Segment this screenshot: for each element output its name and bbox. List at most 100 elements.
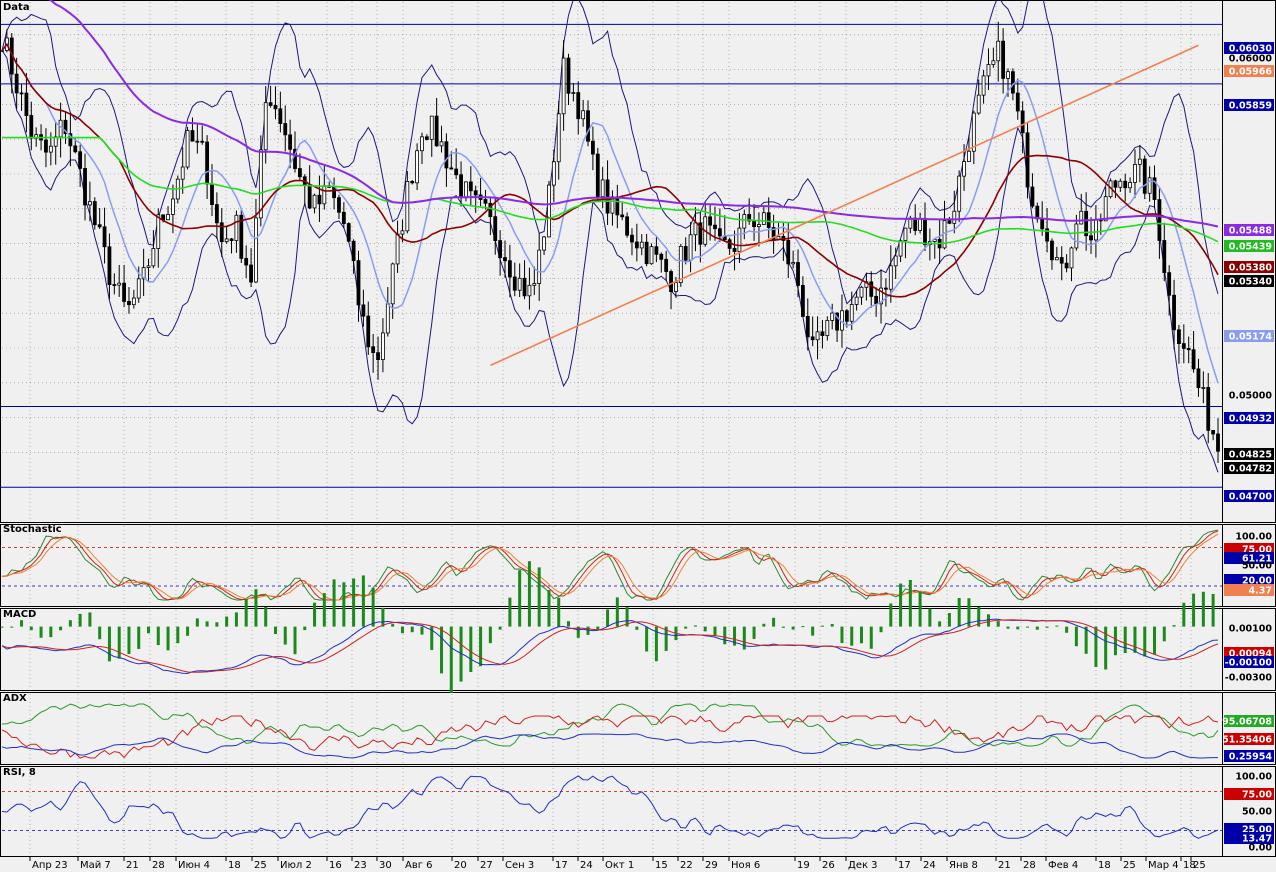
candle-body <box>595 153 600 197</box>
price-tag-label: 0.04932 <box>1229 414 1272 425</box>
candle-body <box>1089 235 1093 241</box>
x-axis-date-label: Сен 3 <box>505 860 534 871</box>
candle-body <box>1045 228 1049 242</box>
x-axis-date-label: 19 <box>797 860 810 871</box>
candle-body <box>1186 348 1191 351</box>
candle-body <box>551 161 556 186</box>
candle-body <box>1211 430 1216 435</box>
candle-body <box>234 214 239 242</box>
candle-body <box>317 194 322 205</box>
macd-histogram-bar <box>186 626 190 636</box>
candle-body <box>967 150 971 162</box>
price-tag-bg <box>1224 42 1274 54</box>
candle-body <box>1001 40 1006 79</box>
candle-body <box>483 199 488 204</box>
candle-body <box>307 184 312 209</box>
candle-body <box>48 145 53 153</box>
price-tag: 0.04782 <box>1224 462 1274 475</box>
bollinger-upper-band <box>1 0 1219 305</box>
macd-histogram-bar <box>205 621 209 627</box>
candle-body <box>1123 180 1128 189</box>
macd-histogram-bar <box>635 626 639 630</box>
candle-body <box>156 214 161 249</box>
price-tag-label: 0.05488 <box>1229 226 1273 237</box>
indicator-tag-bg <box>1224 656 1274 668</box>
candle-body <box>449 167 454 170</box>
macd-histogram-bar <box>469 626 473 673</box>
indicator-tag: 50.00 <box>1242 807 1272 818</box>
macd-histogram-bar <box>860 626 864 644</box>
price-tag: 0.05966 <box>1224 65 1274 78</box>
candle-body <box>1181 343 1186 349</box>
candle-body <box>381 332 385 360</box>
candle-body <box>244 257 249 266</box>
candle-body <box>68 133 73 147</box>
candle-body <box>844 310 849 322</box>
macd-histogram-bar <box>899 583 903 627</box>
price-tag: 0.04932 <box>1224 412 1274 425</box>
indicator-tag: 50.00 <box>1242 561 1272 572</box>
candle-body <box>810 336 815 341</box>
macd-histogram-bar <box>215 622 219 627</box>
candle-body <box>278 108 283 124</box>
indicator-tag: 20.00 <box>1224 574 1274 587</box>
indicator-tag-bg <box>1224 832 1274 844</box>
macd-histogram-bar <box>1143 626 1147 657</box>
macd-histogram-bar <box>645 626 649 652</box>
candle-body <box>644 241 649 265</box>
macd-histogram-bar <box>1094 626 1098 667</box>
candle-body <box>674 282 678 292</box>
candle-body <box>683 246 688 261</box>
candle-body <box>859 286 864 298</box>
macd-histogram-bar <box>1055 625 1059 627</box>
price-tag-label: 0.04782 <box>1229 464 1272 475</box>
candle-body <box>825 320 830 336</box>
candle-body <box>1152 177 1157 200</box>
price-tag: 0.05340 <box>1224 275 1274 288</box>
x-axis-date-label: 17 <box>555 860 568 871</box>
candle-body <box>903 227 908 242</box>
macd-histogram-bar <box>801 626 805 628</box>
candle-body <box>952 210 957 224</box>
price-tag-bg <box>1224 65 1274 77</box>
candle-body <box>962 161 966 177</box>
candle-body <box>219 222 224 243</box>
candle-body <box>522 277 527 297</box>
indicator-tag: -0.00100 <box>1224 656 1274 669</box>
candle-body <box>312 194 317 209</box>
x-axis-date-label: 16 <box>329 860 342 871</box>
macd-histogram-bar <box>1065 626 1069 633</box>
macd-histogram-bar <box>889 603 893 627</box>
macd-histogram-bar <box>625 607 629 627</box>
macd-pane-title: MACD <box>3 609 36 620</box>
candle-body <box>1074 223 1079 249</box>
candle-body <box>249 264 253 283</box>
candle-body <box>254 217 258 283</box>
macd-histogram-bar <box>762 623 766 627</box>
macd-histogram-bar <box>283 626 287 645</box>
price-tag: 0.04700 <box>1224 490 1274 503</box>
macd-histogram-bar <box>342 582 346 627</box>
candle-body <box>854 296 859 305</box>
macd-histogram-bar <box>518 570 522 627</box>
candle-body <box>766 212 771 228</box>
stoch-d-line <box>1 530 1219 601</box>
candle-body <box>346 223 351 242</box>
candle-body <box>498 240 503 258</box>
indicator-tag-bg <box>1224 733 1274 745</box>
moving-average-slow <box>2 136 1219 245</box>
x-axis-date-label: 29 <box>705 860 718 871</box>
macd-histogram-bar <box>303 626 307 631</box>
price-tag-bg <box>1224 275 1274 287</box>
candle-body <box>141 267 146 280</box>
macd-histogram-bar <box>1006 626 1010 629</box>
candle-body <box>1196 368 1201 388</box>
candle-body <box>561 57 566 115</box>
candle-body <box>371 346 376 354</box>
candle-body <box>1094 218 1098 241</box>
indicator-tag-label: 51.35406 <box>1222 735 1272 746</box>
macd-histogram-bar <box>137 626 141 649</box>
candle-body <box>805 316 810 338</box>
macd-histogram-bar <box>820 625 824 627</box>
